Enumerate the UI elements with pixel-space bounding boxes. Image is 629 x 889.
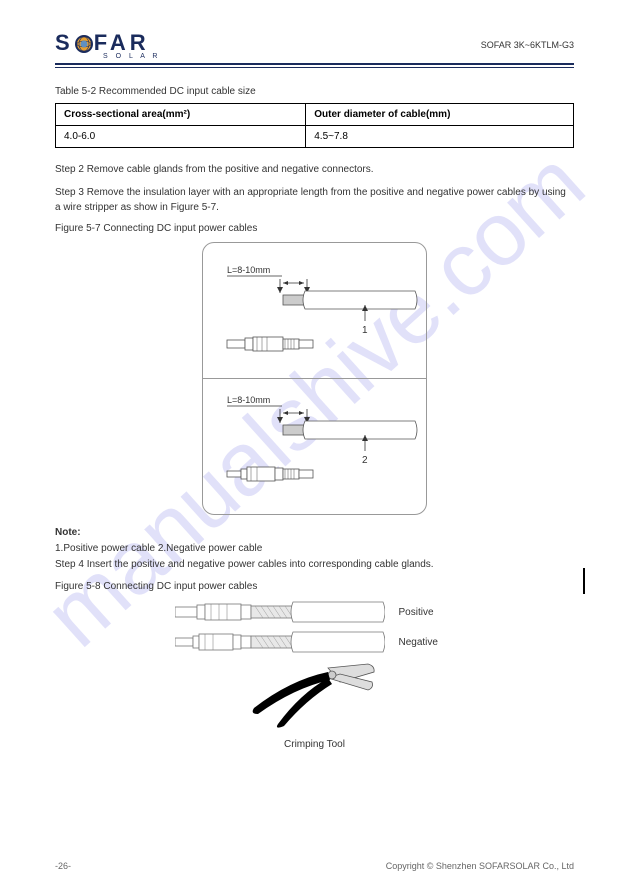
cable-spec-table: Cross-sectional area(mm²) Outer diameter… <box>55 103 574 148</box>
fig57-bottom-section: L=8-10mm 2 <box>211 383 418 504</box>
connector-negative-svg: L=8-10mm 2 <box>215 391 420 491</box>
connector-positive-svg: L=8-10mm 1 <box>215 261 420 361</box>
table-header-diameter: Outer diameter of cable(mm) <box>306 104 574 126</box>
crimping-tool-label: Crimping Tool <box>55 739 574 750</box>
revision-mark <box>583 568 585 594</box>
note-title: Note: <box>55 525 574 541</box>
page-number: -26- <box>55 861 71 871</box>
table-cell-diameter: 4.5~7.8 <box>306 126 574 148</box>
step3-text: Step 3 Remove the insulation layer with … <box>55 185 574 215</box>
page-header: SFAR S O L A R SOFAR 3K~6KTLM-G3 <box>55 30 574 60</box>
fig58-caption: Figure 5-8 Connecting DC input power cab… <box>55 581 574 592</box>
fig58-diagram: Positive Negative <box>55 600 574 750</box>
table-row: 4.0-6.0 4.5~7.8 <box>56 126 574 148</box>
crimp-positive-svg <box>175 600 385 624</box>
table-header-row: Cross-sectional area(mm²) Outer diameter… <box>56 104 574 126</box>
notes-block: Note: 1.Positive power cable 2.Negative … <box>55 525 574 573</box>
step2-text: Step 2 Remove cable glands from the posi… <box>55 162 574 177</box>
negative-label: Negative <box>399 637 455 648</box>
crimp-negative-svg <box>175 630 385 654</box>
page-footer: -26- Copyright © Shenzhen SOFARSOLAR Co.… <box>55 861 574 871</box>
note-item1: 1.Positive power cable 2.Negative power … <box>55 541 574 557</box>
pin-label-2: 2 <box>362 455 368 466</box>
page-content: SFAR S O L A R SOFAR 3K~6KTLM-G3 Table 5… <box>0 0 629 770</box>
crimp-tool-block: Crimping Tool <box>55 660 574 750</box>
logo-sub-text: S O L A R <box>103 53 160 60</box>
crimp-positive-row: Positive <box>55 600 574 624</box>
fig57-top-section: L=8-10mm 1 <box>211 253 418 374</box>
crimping-tool-svg <box>240 660 390 730</box>
positive-label: Positive <box>399 607 455 618</box>
table-cell-area: 4.0-6.0 <box>56 126 306 148</box>
pin-label-1: 1 <box>362 325 368 336</box>
step4-text: Step 4 Insert the positive and negative … <box>55 557 574 573</box>
logo-globe-icon <box>74 34 94 54</box>
header-divider <box>55 63 574 68</box>
strip-length-label-2: L=8-10mm <box>227 395 270 405</box>
copyright: Copyright © Shenzhen SOFARSOLAR Co., Ltd <box>386 861 574 871</box>
header-model: SOFAR 3K~6KTLM-G3 <box>481 40 574 50</box>
strip-length-label-1: L=8-10mm <box>227 265 270 275</box>
fig57-caption: Figure 5-7 Connecting DC input power cab… <box>55 223 574 234</box>
fig57-divider <box>203 378 426 379</box>
table-title: Table 5-2 Recommended DC input cable siz… <box>55 86 574 97</box>
table-header-area: Cross-sectional area(mm²) <box>56 104 306 126</box>
fig57-diagram: L=8-10mm 1 <box>202 242 427 515</box>
crimp-negative-row: Negative <box>55 630 574 654</box>
logo-block: SFAR S O L A R <box>55 30 160 60</box>
